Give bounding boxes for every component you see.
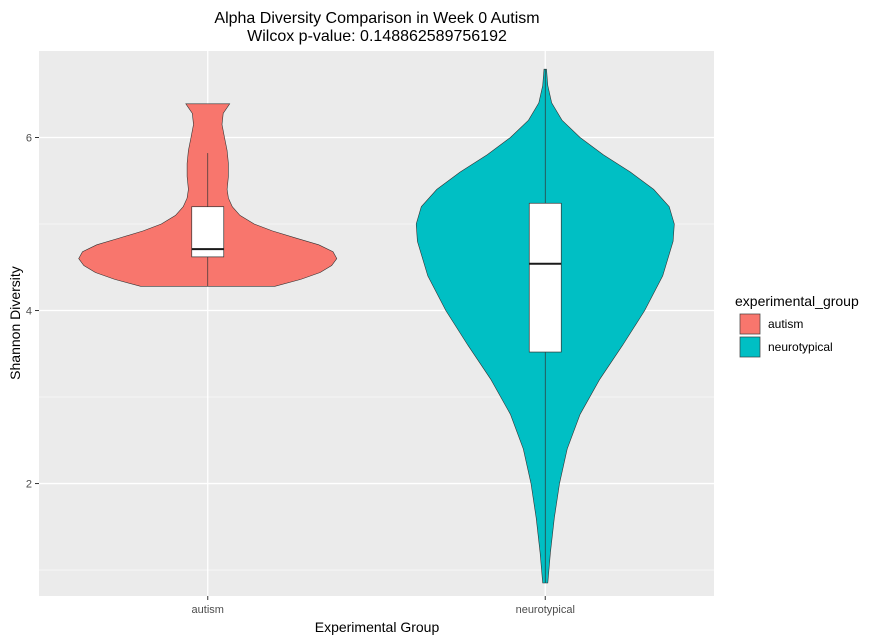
box-neurotypical — [528, 202, 562, 353]
legend: experimental_group autism neurotypical — [735, 293, 859, 358]
axes: 2 4 6 autism neurotypical — [26, 133, 575, 616]
legend-title: experimental_group — [735, 293, 859, 309]
chart-title: Alpha Diversity Comparison in Week 0 Aut… — [214, 10, 539, 27]
legend-label-autism: autism — [768, 317, 803, 331]
y-tick-label: 4 — [26, 306, 32, 318]
y-tick-label: 6 — [26, 133, 32, 145]
legend-label-neurotypical: neurotypical — [768, 340, 833, 354]
x-tick-label: neurotypical — [516, 604, 575, 616]
boxplot-layer — [191, 69, 562, 584]
x-tick-label: autism — [192, 604, 224, 616]
y-axis-title: Shannon Diversity — [7, 266, 23, 380]
legend-swatch-autism — [739, 313, 761, 335]
chart-subtitle: Wilcox p-value: 0.148862589756192 — [247, 28, 507, 45]
x-axis-title: Experimental Group — [315, 619, 440, 635]
y-tick-label: 2 — [26, 479, 32, 491]
legend-swatch-neurotypical — [739, 336, 761, 358]
